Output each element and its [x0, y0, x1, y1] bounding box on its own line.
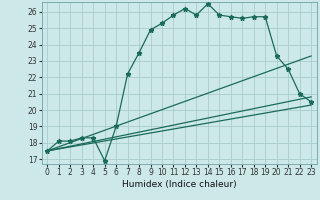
X-axis label: Humidex (Indice chaleur): Humidex (Indice chaleur): [122, 180, 236, 189]
